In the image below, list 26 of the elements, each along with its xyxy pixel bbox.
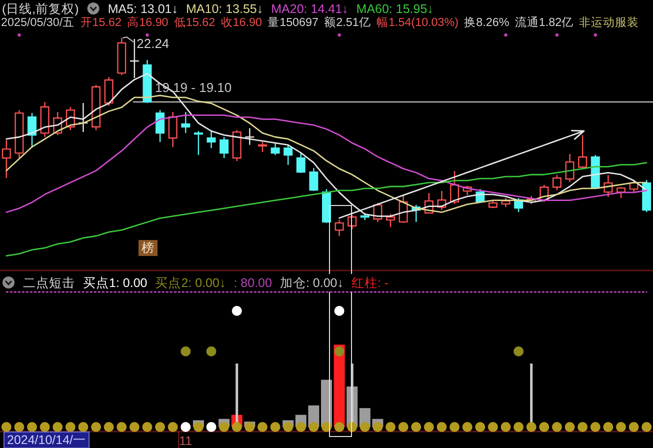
- chart-title: 二点短击: [23, 276, 75, 290]
- text: 流通1.82亿: [514, 15, 574, 29]
- text: 高16.90: [127, 15, 169, 29]
- series-label: : 80.00: [234, 276, 272, 290]
- text: 买点2: 0.00↓: [155, 276, 226, 290]
- annotation: 22.24: [136, 36, 170, 51]
- text: 开15.62: [80, 16, 122, 29]
- chart-title: (日线,前复权): [2, 2, 79, 16]
- text: MA5: 13.01↓: [108, 2, 178, 16]
- text: MA60: 15.95↓: [356, 2, 434, 16]
- text: 非运动服装: [579, 16, 640, 29]
- text: 红柱: -: [351, 276, 389, 290]
- text: 低15.62: [174, 16, 216, 29]
- text: 2024/10/14/一: [7, 433, 86, 447]
- text: 11: [179, 434, 192, 448]
- text: 榜: [142, 241, 154, 255]
- text: 量150697: [268, 16, 319, 29]
- text: 收16.90: [220, 16, 262, 29]
- text: 幅1.54(10.03%): [376, 16, 459, 29]
- text: MA10: 13.55↓: [186, 2, 264, 16]
- text: MA20: 14.41↓: [271, 2, 348, 16]
- text: 额2.51亿: [324, 15, 371, 29]
- text: 2025/05/30/五: [1, 16, 75, 29]
- text: 加仓: 0.00↓: [280, 276, 344, 290]
- text: 买点1: 0.00: [83, 276, 148, 290]
- text: 换8.26%: [464, 16, 510, 29]
